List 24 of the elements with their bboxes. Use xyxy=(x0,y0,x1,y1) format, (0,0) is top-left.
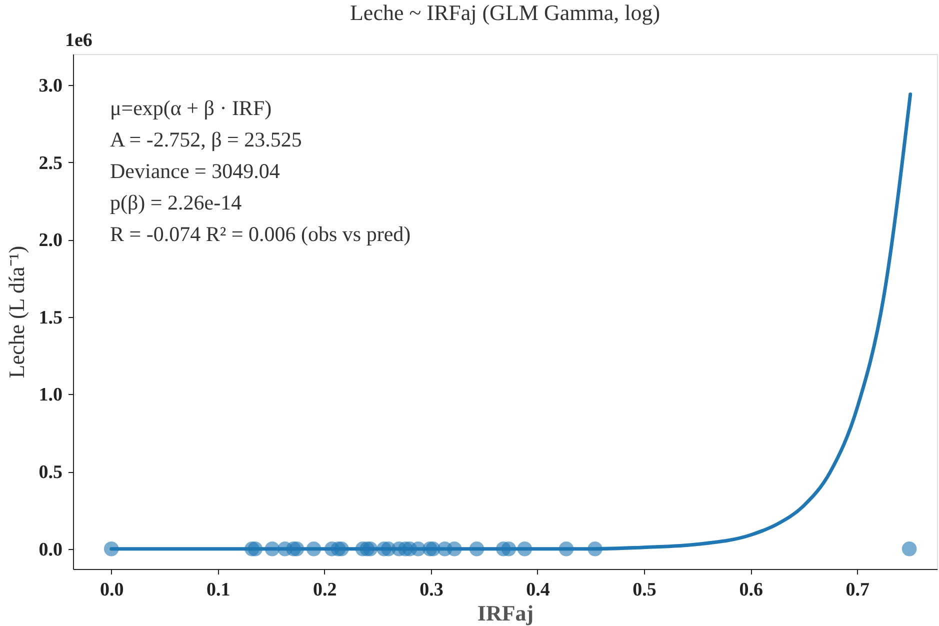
x-tick-label: 0.3 xyxy=(420,580,444,600)
y-tick-label: 0.5 xyxy=(38,462,62,484)
x-tick-label: 0.2 xyxy=(313,580,337,600)
y-tick-label: 1.5 xyxy=(38,307,62,328)
text: 1e6 xyxy=(65,30,92,51)
annotation: R = -0.074 R² = 0.006 (obs vs pred) xyxy=(110,222,411,246)
y-tick-label: 3.0 xyxy=(38,75,62,96)
y-tick-label: 0.0 xyxy=(38,539,62,560)
x-tick-label: 0.0 xyxy=(100,580,124,600)
y-tick-label: 1.0 xyxy=(38,384,62,406)
annotation: p(β) = 2.26e-14 xyxy=(110,190,242,214)
chart-title: Leche ~ IRFaj (GLM Gamma, log) xyxy=(350,0,660,25)
x-tick-label: 0.4 xyxy=(526,580,550,600)
y-axis-title: Leche (L día⁻¹) xyxy=(4,246,29,378)
x-tick-label: 0.7 xyxy=(846,580,870,600)
x-tick-label: 0.1 xyxy=(206,580,230,600)
y-tick-label: 2.5 xyxy=(38,152,62,174)
annotation: μ=exp(α + β · IRF) xyxy=(110,96,272,120)
annotation: Deviance = 3049.04 xyxy=(110,159,280,183)
x-tick-label: 0.5 xyxy=(632,580,656,600)
x-axis-title: IRFaj xyxy=(477,600,534,626)
annotation: A = -2.752, β = 23.525 xyxy=(110,128,302,152)
y-tick-label: 2.0 xyxy=(38,230,62,252)
x-tick-label: 0.6 xyxy=(739,580,763,600)
